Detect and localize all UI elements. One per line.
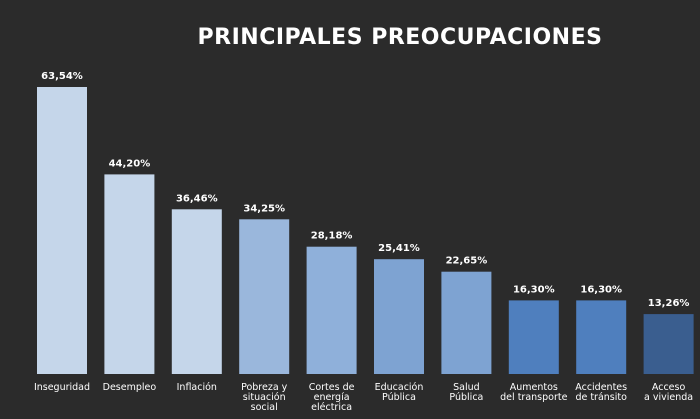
category-label-line: social (251, 402, 278, 413)
category-label: Pobreza y situación social (241, 382, 288, 413)
category-label-line: Aumentos (510, 382, 558, 393)
category-label-line: Salud (453, 382, 480, 393)
category-label-line: a vivienda (644, 392, 693, 403)
bar (239, 219, 290, 374)
category-label: Desempleo (103, 382, 157, 393)
category-label: Inflación (177, 382, 217, 393)
labels-layer: 63,54% Inseguridad 44,20% Desempleo 36,46% In… (34, 71, 693, 413)
bar (374, 259, 424, 374)
bar-value-label: 13,26% (648, 298, 690, 309)
category-label-line: situación (243, 392, 286, 403)
bar-value-label: 36,46% (176, 193, 218, 204)
bar-value-label: 34,25% (243, 203, 285, 214)
category-label-line: Pobreza y (241, 382, 288, 393)
bar-value-label: 44,20% (109, 158, 151, 169)
bar-value-label: 63,54% (41, 71, 83, 82)
category-label: Aumentos del transporte (500, 382, 567, 403)
category-label-line: Inseguridad (34, 382, 90, 393)
category-label: Cortes de energía eléctrica (309, 382, 355, 413)
bar-value-label: 16,30% (580, 284, 622, 295)
category-label-line: Pública (382, 392, 416, 403)
category-label-line: Desempleo (103, 382, 157, 393)
bar-value-label: 22,65% (446, 256, 488, 267)
category-label-line: Accidentes (575, 382, 627, 393)
bar (508, 300, 559, 374)
category-label-line: Educación (375, 382, 424, 393)
bar (306, 246, 357, 374)
bar (171, 209, 222, 374)
bar (576, 300, 627, 374)
bar-value-label: 25,41% (378, 243, 420, 254)
category-label-line: eléctrica (311, 402, 352, 413)
bar-value-label: 28,18% (311, 231, 353, 242)
bar (104, 174, 155, 374)
category-label: Inseguridad (34, 382, 90, 393)
bar (37, 87, 87, 374)
bar (643, 314, 694, 374)
category-label: Acceso a vivienda (644, 382, 693, 403)
category-label-line: Inflación (177, 382, 217, 393)
category-label: Accidentes de tránsito (575, 382, 627, 403)
category-label-line: Pública (449, 392, 483, 403)
chart-title: PRINCIPALES PREOCUPACIONES (198, 25, 603, 50)
bars-layer (37, 87, 694, 374)
category-label-line: del transporte (500, 392, 567, 403)
bar-value-label: 16,30% (513, 284, 555, 295)
category-label-line: energía (314, 392, 350, 403)
category-label-line: Acceso (652, 382, 686, 393)
category-label: Salud Pública (449, 382, 483, 403)
category-label: Educación Pública (375, 382, 424, 403)
category-label-line: de tránsito (575, 392, 627, 403)
category-label-line: Cortes de (309, 382, 355, 393)
bar (441, 271, 492, 374)
